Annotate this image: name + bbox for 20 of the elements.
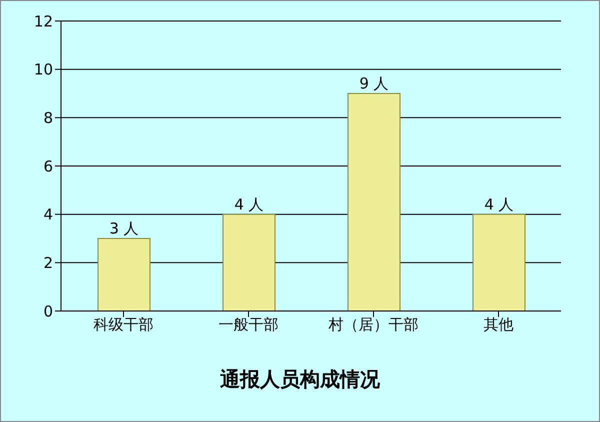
y-tick-label: 0 [43,302,53,320]
data-label: 4 人 [234,195,264,214]
data-label: 3 人 [109,220,139,238]
text: 通报人员构成情况 [219,366,381,393]
bar [348,93,400,311]
bar [98,238,150,311]
y-tick-label: 4 [43,206,53,224]
bar [472,214,526,311]
y-tick-label: 2 [43,254,53,272]
data-label: 9 人 [359,74,389,92]
x-tick-label: 科级干部 [94,316,154,334]
data-label: 4 人 [484,195,514,214]
y-tick-label: 10 [34,60,53,79]
y-tick-label: 12 [34,12,53,30]
x-tick-label: 其他 [484,316,514,334]
x-tick-label: 村（居）干部 [328,316,418,334]
y-tick-label: 8 [43,108,53,127]
y-tick-label: 6 [43,157,53,176]
bar [222,214,276,311]
x-tick-label: 一般干部 [218,316,278,334]
